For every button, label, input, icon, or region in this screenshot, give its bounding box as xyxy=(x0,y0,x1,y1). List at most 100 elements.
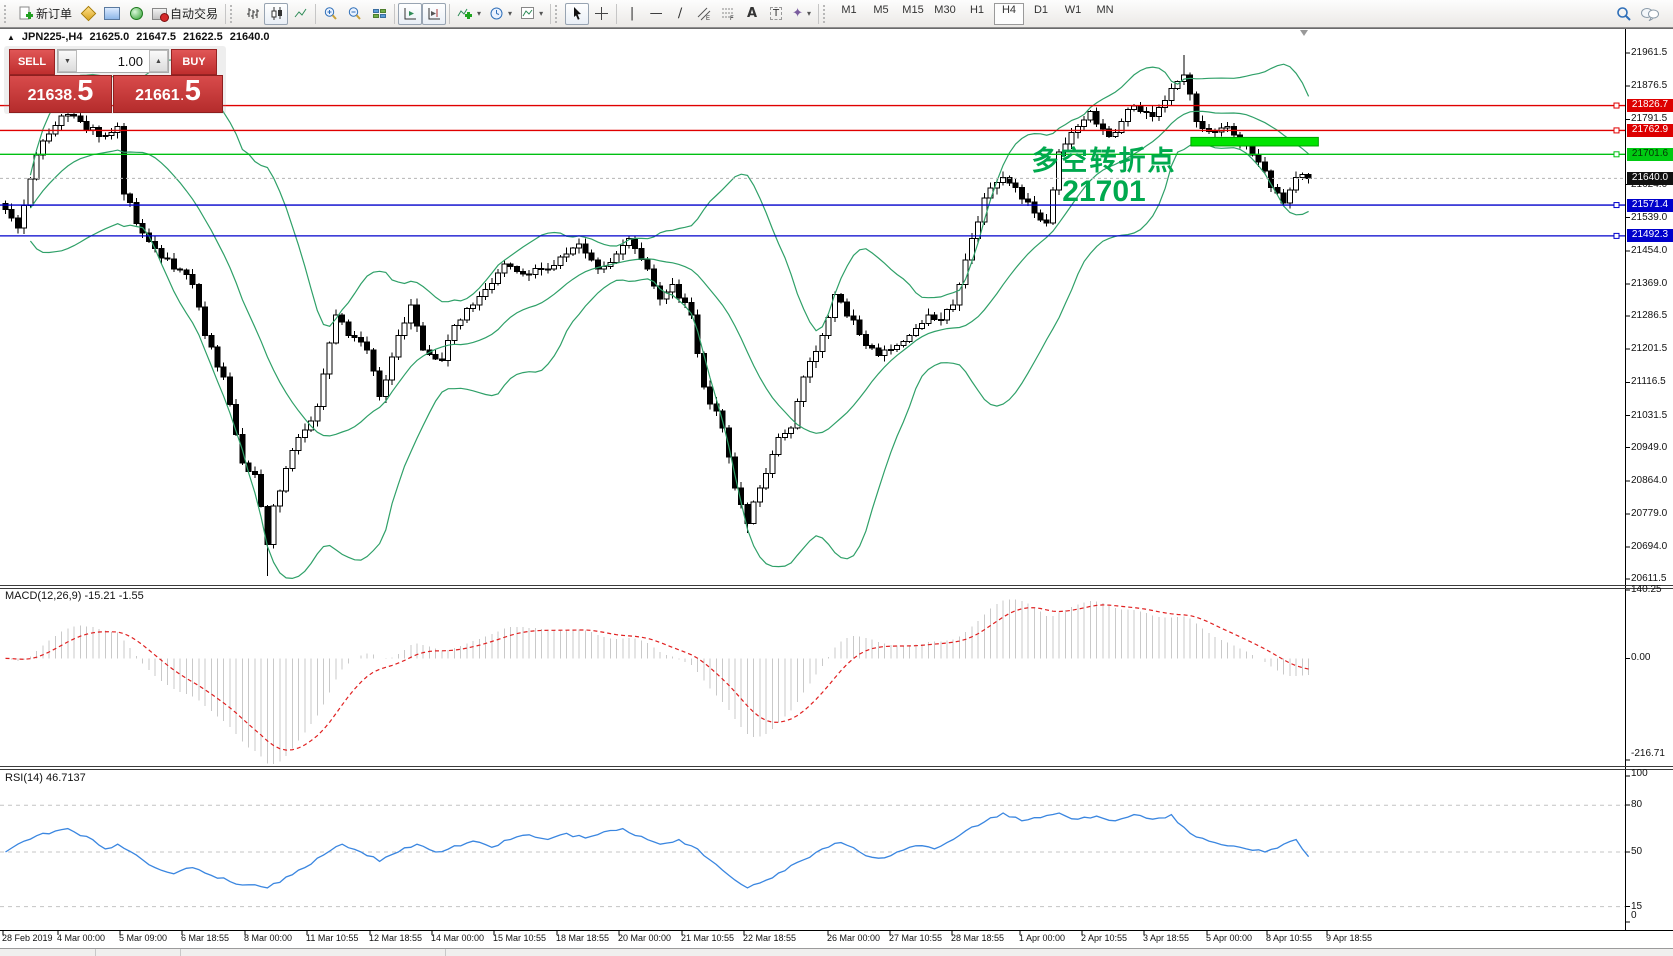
timeframe-H4[interactable]: H4 xyxy=(994,2,1024,25)
ohlc-bars-icon xyxy=(246,8,259,19)
dropdown-caret: ▾ xyxy=(539,9,544,18)
templates-button[interactable]: ▾ xyxy=(516,3,547,25)
toolbar-grip[interactable] xyxy=(823,4,830,23)
volume-decrease-button[interactable]: ▼ xyxy=(58,50,77,72)
vertical-line-button[interactable]: | xyxy=(620,3,644,25)
arrows-button[interactable]: ✦ ▾ xyxy=(788,3,815,25)
svg-text:E: E xyxy=(706,16,710,21)
sound-icon xyxy=(129,7,143,20)
time-axis-label: 11 Mar 10:55 xyxy=(306,933,359,943)
toolbar-grip[interactable] xyxy=(230,4,237,23)
time-axis-label: 8 Apr 10:55 xyxy=(1266,933,1313,943)
trendline-button[interactable]: ∕ xyxy=(668,3,692,25)
metaeditor-button[interactable] xyxy=(76,3,100,25)
collapse-panel-icon[interactable]: ▲ xyxy=(7,32,15,42)
time-axis-label: 28 Feb 2019 xyxy=(2,933,53,943)
rsi-label: RSI(14) 46.7137 xyxy=(5,772,86,784)
indicators-icon xyxy=(457,8,473,19)
time-axis-label: 20 Mar 00:00 xyxy=(618,933,672,943)
macd-axis-tick: 0.00 xyxy=(1631,652,1651,664)
timeframe-W1[interactable]: W1 xyxy=(1064,3,1082,16)
buy-price-dot: . xyxy=(180,91,184,103)
cursor-button[interactable] xyxy=(565,2,590,25)
time-axis-label: 18 Mar 18:55 xyxy=(556,933,610,943)
zoom-out-button[interactable] xyxy=(343,3,367,25)
template-icon xyxy=(521,7,535,19)
price-axis-tick: 20611.5 xyxy=(1631,573,1667,585)
zoom-in-button[interactable] xyxy=(319,3,343,25)
toolbar-grip[interactable] xyxy=(555,4,562,23)
volume-stepper: ▼ 1.00 ▲ xyxy=(57,49,169,73)
time-axis-label: 22 Mar 18:55 xyxy=(743,933,797,943)
text-button[interactable]: A xyxy=(740,3,764,25)
macd-axis-tick: -216.71 xyxy=(1631,748,1665,759)
timeframe-M30[interactable]: M30 xyxy=(934,3,956,16)
horizontal-line-button[interactable]: — xyxy=(644,3,668,25)
arrows-icon: ✦ xyxy=(792,6,803,21)
candlestick-chart-button[interactable] xyxy=(264,2,289,25)
timeframe-M15[interactable]: M15 xyxy=(902,3,924,16)
buy-button[interactable]: BUY xyxy=(171,49,217,75)
sell-button[interactable]: SELL xyxy=(9,49,55,75)
rsi-axis-tick: 50 xyxy=(1631,846,1643,857)
autotrading-label: 自动交易 xyxy=(170,7,219,21)
clock-icon xyxy=(490,7,503,20)
toolbar: 新订单 自动交易 xyxy=(0,0,1673,28)
volume-value[interactable]: 1.00 xyxy=(117,53,143,69)
time-axis-label: 28 Mar 18:55 xyxy=(951,933,1005,943)
timeframe-group: M1 M5 M15 M30 H1 H4 D1 W1 MN xyxy=(833,2,1121,25)
bar-chart-button[interactable] xyxy=(240,3,264,25)
timeframe-H1[interactable]: H1 xyxy=(969,3,985,16)
crosshair-button[interactable] xyxy=(589,3,613,25)
chart-shift-button[interactable] xyxy=(422,2,447,25)
toolbar-grip[interactable] xyxy=(4,4,11,23)
macd-axis-tick: 140.25 xyxy=(1631,584,1662,596)
ohlc-low: 21622.5 xyxy=(183,31,223,43)
channel-button[interactable]: E xyxy=(692,3,716,25)
toolbar-separator xyxy=(315,3,317,24)
zoom-in-icon xyxy=(324,6,337,20)
candlestick-icon xyxy=(271,7,282,20)
price-axis-tick: 21031.5 xyxy=(1631,409,1668,421)
fibonacci-button[interactable]: F xyxy=(716,3,740,25)
periods-button[interactable]: ▾ xyxy=(485,3,516,25)
autotrading-button[interactable]: 自动交易 xyxy=(148,3,222,25)
timeframe-M1[interactable]: M1 xyxy=(841,3,857,16)
buy-price-tile[interactable]: 21661. 5 xyxy=(113,75,223,113)
terminal-button[interactable] xyxy=(100,3,124,25)
chart-annotation: 多空转折点 21701 xyxy=(1012,146,1196,208)
rsi-axis-tick: 0 xyxy=(1631,910,1637,921)
search-icon[interactable] xyxy=(1616,6,1632,22)
timeframe-MN[interactable]: MN xyxy=(1096,3,1114,16)
sell-price-tile[interactable]: 21638. 5 xyxy=(9,75,112,113)
trendline-icon: ∕ xyxy=(677,6,683,21)
tile-windows-button[interactable] xyxy=(367,3,391,25)
alerts-button[interactable] xyxy=(124,3,148,25)
timeframe-D1[interactable]: D1 xyxy=(1033,3,1049,16)
toolbar-separator xyxy=(616,3,618,24)
price-level-badge: 21826.7 xyxy=(1627,99,1673,113)
rsi-axis-tick: 100 xyxy=(1631,768,1648,779)
volume-increase-button[interactable]: ▲ xyxy=(149,50,168,72)
line-chart-button[interactable] xyxy=(288,3,312,25)
fibonacci-icon: F xyxy=(722,8,734,21)
ohlc-open: 21625.0 xyxy=(89,31,130,43)
chat-icon[interactable] xyxy=(1640,6,1660,21)
cursor-icon xyxy=(574,7,582,20)
rsi-axis-tick: 15 xyxy=(1631,900,1643,912)
rsi-axis-tick: 80 xyxy=(1631,799,1643,811)
new-order-button[interactable]: 新订单 xyxy=(14,3,76,25)
price-axis-tick: 21454.0 xyxy=(1631,244,1668,256)
text-label-button[interactable]: T xyxy=(764,3,788,25)
timeframe-M5[interactable]: M5 xyxy=(873,3,889,16)
price-level-badge: 21701.6 xyxy=(1627,147,1673,161)
price-level-badge: 21571.4 xyxy=(1627,198,1673,212)
time-axis-label: 15 Mar 10:55 xyxy=(493,933,547,943)
sell-price-main: 21638 xyxy=(27,87,73,104)
price-axis-tick: 21201.5 xyxy=(1631,343,1668,355)
auto-scroll-button[interactable] xyxy=(398,2,423,25)
buy-price-frac: 5 xyxy=(184,75,201,107)
indicators-button[interactable]: ▾ xyxy=(453,3,485,25)
